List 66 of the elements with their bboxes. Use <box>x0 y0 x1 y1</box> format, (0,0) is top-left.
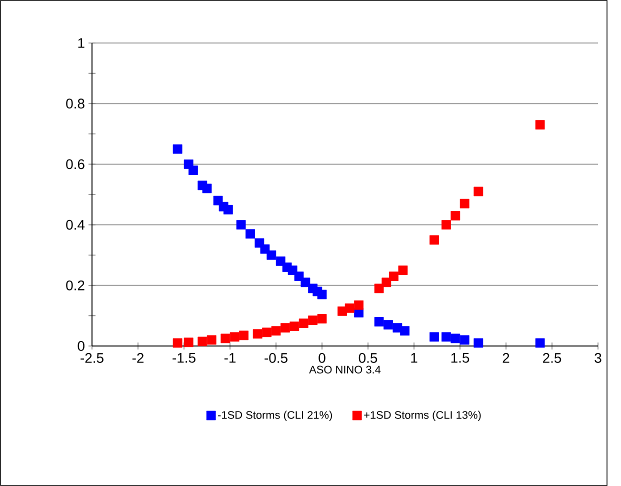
point <box>398 266 408 275</box>
x-tick-label: 1 <box>411 353 418 363</box>
point <box>298 318 308 328</box>
x-tick-label: 1.5 <box>451 353 470 363</box>
legend-label: -1SD Storms (CLI 21%) <box>218 410 332 421</box>
x-tick-label: -1 <box>224 353 236 363</box>
x-tick-label: 0 <box>318 353 326 363</box>
y-tick-label: 0.4 <box>66 220 85 230</box>
point <box>220 334 230 344</box>
point <box>317 290 327 300</box>
point <box>280 323 290 333</box>
point <box>223 204 233 214</box>
y-tick-label: 1 <box>78 38 84 48</box>
point <box>344 303 354 313</box>
point <box>460 335 470 345</box>
point <box>198 336 208 346</box>
x-tick-label: -2 <box>132 353 144 363</box>
x-tick-label: 2 <box>502 353 510 363</box>
point <box>230 332 240 342</box>
point <box>206 335 216 345</box>
point <box>382 278 392 288</box>
point <box>535 120 545 130</box>
point <box>300 278 310 288</box>
point <box>450 211 460 220</box>
x-tick-label: -0.5 <box>264 353 288 363</box>
legend-label: +1SD Storms (CLI 13%) <box>364 410 481 421</box>
point <box>290 322 300 332</box>
point <box>239 330 248 340</box>
x-tick-label: -1.5 <box>172 353 196 363</box>
point <box>460 198 470 208</box>
point <box>236 220 246 230</box>
point <box>535 338 545 348</box>
point <box>184 338 194 348</box>
point <box>474 338 484 348</box>
point <box>317 314 327 324</box>
x-tick-label: 2.5 <box>543 353 562 363</box>
point <box>442 220 451 230</box>
x-tick-label: 3 <box>594 353 602 363</box>
x-tick-label: -2.5 <box>80 353 104 363</box>
point <box>384 320 393 330</box>
point <box>450 334 460 344</box>
point <box>308 316 318 325</box>
point <box>374 284 384 294</box>
point <box>266 250 276 260</box>
x-axis-title: ASO NINO 3.4 <box>309 366 381 374</box>
x-tick-label: 0.5 <box>358 353 378 363</box>
point <box>252 329 262 339</box>
y-tick-label: 0.6 <box>66 159 84 170</box>
point <box>430 235 439 245</box>
point <box>374 317 384 326</box>
point <box>474 186 484 196</box>
point <box>400 326 410 336</box>
point <box>172 144 182 154</box>
y-tick-label: 0 <box>78 341 84 351</box>
point <box>172 338 182 348</box>
point <box>188 166 198 175</box>
point <box>262 328 272 338</box>
point <box>430 332 439 342</box>
point <box>354 300 364 310</box>
point <box>246 229 255 239</box>
point <box>442 332 451 342</box>
point <box>389 272 398 282</box>
y-tick-label: 0.8 <box>66 98 84 109</box>
point <box>271 326 281 336</box>
point <box>202 184 212 194</box>
y-tick-label: 0.2 <box>66 280 84 290</box>
